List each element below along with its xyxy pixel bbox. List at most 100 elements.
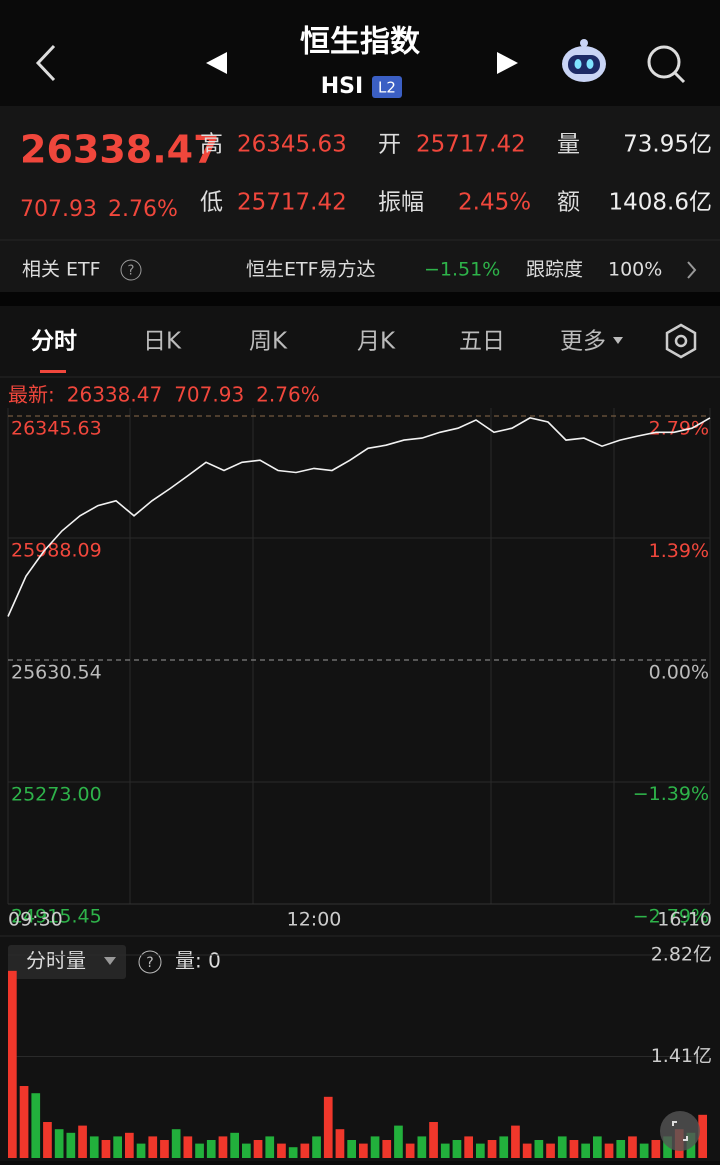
volume-bar — [394, 1125, 403, 1158]
volume-bar — [522, 1143, 532, 1158]
code: HSI — [321, 74, 363, 99]
price-line — [7, 417, 711, 617]
volume-bar — [593, 1136, 602, 1158]
tracking: 100% — [608, 259, 662, 281]
volume-bar — [54, 1129, 64, 1158]
field-label: 振幅 — [378, 190, 424, 216]
latest-pct: 2.76% — [256, 383, 320, 407]
volume-bar — [183, 1136, 193, 1158]
volume-bar — [347, 1140, 356, 1158]
vol-count: 量: 0 — [175, 949, 221, 973]
volume-bar — [101, 1140, 111, 1158]
tab[interactable]: 日K — [143, 329, 182, 355]
y-tick-label: 24915.45 — [11, 906, 102, 928]
assistant-icon[interactable] — [562, 39, 606, 82]
vol-legend[interactable]: 分时量 — [26, 949, 86, 973]
volume-bar — [651, 1140, 661, 1158]
etf-change: −1.51% — [424, 259, 500, 281]
volume-bar — [639, 1143, 649, 1158]
search-button[interactable] — [647, 45, 686, 84]
fullscreen-button[interactable] — [660, 1111, 700, 1151]
title: 恒生指数 — [300, 25, 421, 60]
x-tick-label: 16:10 — [657, 909, 712, 931]
vol-selector-bg[interactable] — [8, 945, 126, 979]
volume-bar — [230, 1132, 239, 1158]
volume-bar — [581, 1143, 590, 1158]
volume-bar — [569, 1140, 579, 1158]
tab[interactable]: 周K — [249, 329, 288, 355]
volume-bar — [616, 1140, 626, 1158]
volume-bar — [417, 1136, 427, 1158]
etf-label: 相关 ETF — [22, 259, 101, 281]
volume-bar — [476, 1143, 485, 1158]
gap — [0, 292, 720, 306]
tab[interactable]: 分时 — [31, 329, 77, 355]
tab[interactable]: 月K — [357, 329, 396, 355]
volume-bar — [195, 1143, 204, 1158]
volume-bar — [253, 1140, 263, 1158]
dropdown-arrow — [104, 957, 116, 965]
y2-tick-label: 2.79% — [649, 418, 709, 440]
volume-bar — [113, 1136, 122, 1158]
volume-bar — [499, 1136, 509, 1158]
quote-bg — [0, 106, 720, 292]
volume-bar — [8, 970, 17, 1158]
x-tick-label: 12:00 — [287, 909, 342, 931]
tab[interactable]: 更多 — [560, 329, 606, 355]
dropdown-arrow — [613, 337, 623, 344]
volume-bar — [440, 1143, 450, 1158]
change-pct: 2.76% — [108, 197, 178, 222]
field-value: 2.45% — [458, 190, 531, 216]
back-button[interactable] — [35, 44, 56, 82]
field-label: 开 — [378, 132, 401, 158]
volume-bar — [300, 1143, 310, 1158]
chart-bg — [0, 306, 720, 1161]
volume-bar — [487, 1140, 497, 1158]
badge: L2 — [378, 79, 396, 97]
y2-tick-label: −2.79% — [633, 906, 709, 928]
tab[interactable]: 五日 — [459, 329, 505, 355]
volume-bar — [242, 1143, 251, 1158]
field-value: 25717.42 — [416, 132, 526, 158]
y-tick-label: 1.41亿 — [651, 1045, 712, 1067]
latest-price: 26338.47 — [67, 383, 162, 407]
next-button[interactable] — [497, 52, 518, 74]
volume-bar — [19, 1086, 29, 1158]
latest-label: 最新: — [8, 383, 55, 407]
info-icon[interactable] — [120, 259, 142, 281]
volume-bar — [171, 1129, 181, 1158]
volume-bar — [89, 1136, 99, 1158]
volume-bar — [43, 1122, 52, 1158]
info-icon[interactable] — [138, 950, 162, 974]
volume-bar — [218, 1136, 228, 1158]
badge-bg — [372, 76, 402, 98]
tracking-label: 跟踪度 — [526, 259, 583, 281]
price: 26338.47 — [20, 128, 220, 172]
field-value: 73.95亿 — [623, 132, 712, 158]
y-tick-label: 25630.54 — [11, 662, 102, 684]
field-label: 低 — [200, 190, 223, 216]
tab-indicator — [40, 370, 66, 373]
volume-bar — [335, 1129, 345, 1158]
field-value: 25717.42 — [237, 190, 347, 216]
volume-bar — [698, 1114, 707, 1158]
volume-bar — [66, 1132, 76, 1158]
y2-tick-label: 0.00% — [649, 662, 709, 684]
settings-dot — [674, 334, 688, 348]
etf-name[interactable]: 恒生ETF易方达 — [246, 259, 376, 281]
field-label: 量 — [557, 132, 580, 158]
y-tick-label: 26345.63 — [11, 418, 102, 440]
prev-button[interactable] — [206, 52, 227, 74]
y-tick-label: 25988.09 — [11, 539, 102, 561]
change: 707.93 — [20, 197, 97, 222]
field-label: 额 — [557, 190, 580, 216]
field-value: 26345.63 — [237, 132, 347, 158]
volume-bar — [78, 1125, 87, 1158]
volume-bar — [534, 1140, 544, 1158]
latest-change: 707.93 — [174, 383, 244, 407]
settings-button[interactable] — [665, 323, 697, 359]
volume-bar — [511, 1125, 520, 1158]
volume-bar — [206, 1140, 216, 1158]
volume-bar — [464, 1136, 473, 1158]
